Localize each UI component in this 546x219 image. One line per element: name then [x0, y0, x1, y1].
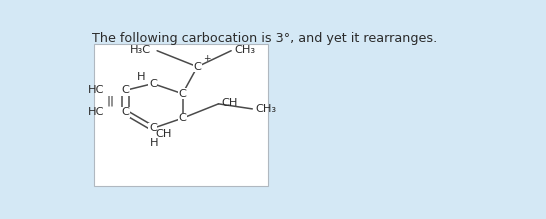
Text: H: H [137, 72, 146, 82]
Text: +: + [203, 54, 210, 63]
Text: CH: CH [155, 129, 171, 139]
Text: C: C [179, 113, 186, 123]
Text: C: C [193, 62, 201, 72]
Text: CH: CH [222, 98, 239, 108]
Text: C: C [149, 123, 157, 133]
Text: C: C [149, 79, 157, 89]
Text: C: C [121, 107, 129, 117]
Text: H: H [150, 138, 158, 148]
Text: HC: HC [88, 107, 105, 117]
Text: C: C [179, 89, 186, 99]
Text: CH₃: CH₃ [234, 45, 255, 55]
Text: H₃C: H₃C [129, 45, 151, 55]
Text: HC: HC [88, 85, 105, 95]
FancyBboxPatch shape [94, 44, 268, 186]
Text: CH₃: CH₃ [256, 104, 276, 114]
Text: ||: || [106, 95, 115, 106]
Text: The following carbocation is 3°, and yet it rearranges.: The following carbocation is 3°, and yet… [92, 32, 437, 45]
Text: C: C [121, 85, 129, 95]
